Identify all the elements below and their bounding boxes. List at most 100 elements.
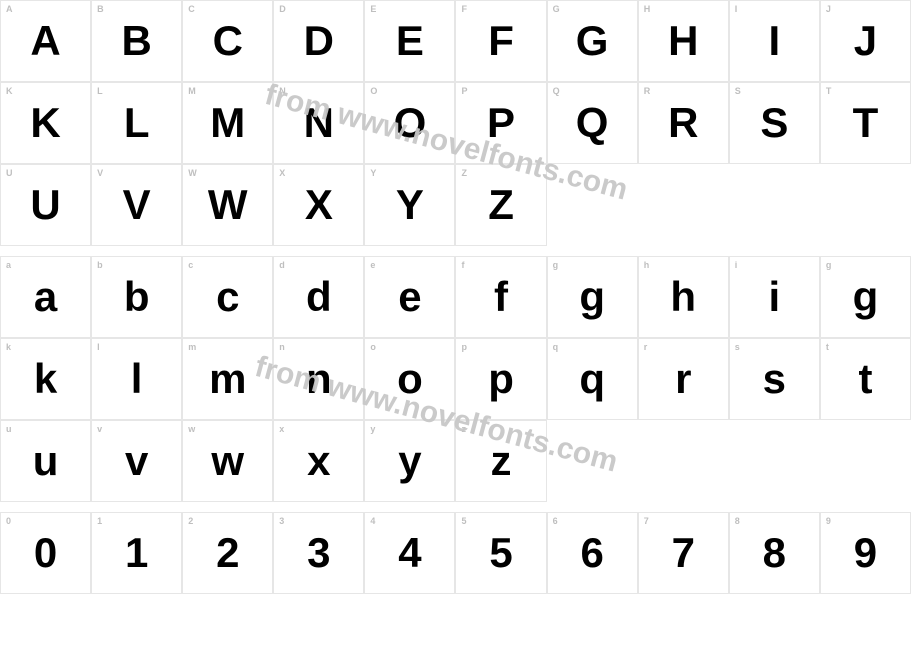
glyph: n <box>306 355 332 403</box>
glyph-cell: UU <box>0 164 91 246</box>
glyph-cell: 11 <box>91 512 182 594</box>
glyph-cell: WW <box>182 164 273 246</box>
glyph-cell: FF <box>455 0 546 82</box>
cell-label: e <box>370 260 375 270</box>
glyph-cell: 77 <box>638 512 729 594</box>
cell-label: v <box>97 424 102 434</box>
cell-label: k <box>6 342 11 352</box>
glyph-cell: XX <box>273 164 364 246</box>
glyph-cell: 55 <box>455 512 546 594</box>
cell-label: O <box>370 86 377 96</box>
glyph: C <box>213 17 243 65</box>
glyph: G <box>576 17 609 65</box>
glyph-cell: aa <box>0 256 91 338</box>
cell-label: G <box>553 4 560 14</box>
glyph-cell: JJ <box>820 0 911 82</box>
cell-label: 2 <box>188 516 193 526</box>
glyph: E <box>396 17 424 65</box>
glyph-cell: GG <box>547 0 638 82</box>
glyph-cell: OO <box>364 82 455 164</box>
section-digits: 00112233445566778899 <box>0 512 911 594</box>
glyph: 3 <box>307 529 330 577</box>
glyph: M <box>210 99 245 147</box>
glyph: t <box>858 355 872 403</box>
cell-label: s <box>735 342 740 352</box>
glyph-grid: 00112233445566778899 <box>0 512 911 594</box>
glyph: i <box>769 273 781 321</box>
glyph: z <box>491 437 512 485</box>
glyph: g <box>579 273 605 321</box>
glyph: S <box>760 99 788 147</box>
glyph: B <box>121 17 151 65</box>
glyph-cell: yy <box>364 420 455 502</box>
cell-label: o <box>370 342 376 352</box>
font-chart: AABBCCDDEEFFGGHHIIJJKKLLMMNNOOPPQQRRSSTT… <box>0 0 911 594</box>
cell-label: R <box>644 86 651 96</box>
glyph: T <box>853 99 879 147</box>
glyph: 6 <box>580 529 603 577</box>
glyph: Z <box>488 181 514 229</box>
glyph-cell: ss <box>729 338 820 420</box>
glyph-cell: ee <box>364 256 455 338</box>
glyph: Q <box>576 99 609 147</box>
glyph-cell: 66 <box>547 512 638 594</box>
cell-label: 9 <box>826 516 831 526</box>
glyph-cell: TT <box>820 82 911 164</box>
glyph-cell: uu <box>0 420 91 502</box>
glyph: X <box>305 181 333 229</box>
cell-label: 5 <box>461 516 466 526</box>
glyph: h <box>670 273 696 321</box>
glyph: A <box>30 17 60 65</box>
cell-label: W <box>188 168 197 178</box>
glyph-cell: 88 <box>729 512 820 594</box>
cell-label: g <box>826 260 832 270</box>
glyph-cell: pp <box>455 338 546 420</box>
glyph: m <box>209 355 246 403</box>
glyph-cell: ll <box>91 338 182 420</box>
cell-label: C <box>188 4 195 14</box>
cell-label: V <box>97 168 103 178</box>
glyph-cell: rr <box>638 338 729 420</box>
cell-label: w <box>188 424 195 434</box>
glyph: K <box>30 99 60 147</box>
cell-label: d <box>279 260 285 270</box>
cell-label: n <box>279 342 285 352</box>
glyph: I <box>769 17 781 65</box>
glyph-cell: ff <box>455 256 546 338</box>
glyph: 1 <box>125 529 148 577</box>
cell-label: r <box>644 342 648 352</box>
glyph-cell: HH <box>638 0 729 82</box>
cell-label: Q <box>553 86 560 96</box>
cell-label: 6 <box>553 516 558 526</box>
cell-label: Y <box>370 168 376 178</box>
glyph-cell: II <box>729 0 820 82</box>
cell-label: H <box>644 4 651 14</box>
glyph-cell: SS <box>729 82 820 164</box>
cell-label: p <box>461 342 467 352</box>
glyph: x <box>307 437 330 485</box>
cell-label: J <box>826 4 831 14</box>
glyph-cell: bb <box>91 256 182 338</box>
section-uppercase: AABBCCDDEEFFGGHHIIJJKKLLMMNNOOPPQQRRSSTT… <box>0 0 911 246</box>
cell-label: E <box>370 4 376 14</box>
cell-label: P <box>461 86 467 96</box>
glyph-cell: xx <box>273 420 364 502</box>
glyph: L <box>124 99 150 147</box>
cell-label: 1 <box>97 516 102 526</box>
glyph-cell: dd <box>273 256 364 338</box>
glyph: O <box>394 99 427 147</box>
cell-label: I <box>735 4 738 14</box>
glyph-cell: ww <box>182 420 273 502</box>
glyph-cell: tt <box>820 338 911 420</box>
cell-label: U <box>6 168 13 178</box>
glyph-cell: gg <box>820 256 911 338</box>
glyph: 4 <box>398 529 421 577</box>
glyph-cell: ZZ <box>455 164 546 246</box>
glyph-cell: zz <box>455 420 546 502</box>
glyph: w <box>211 437 244 485</box>
glyph-cell: PP <box>455 82 546 164</box>
cell-label: q <box>553 342 559 352</box>
glyph-cell: hh <box>638 256 729 338</box>
glyph-cell: VV <box>91 164 182 246</box>
cell-label: b <box>97 260 103 270</box>
